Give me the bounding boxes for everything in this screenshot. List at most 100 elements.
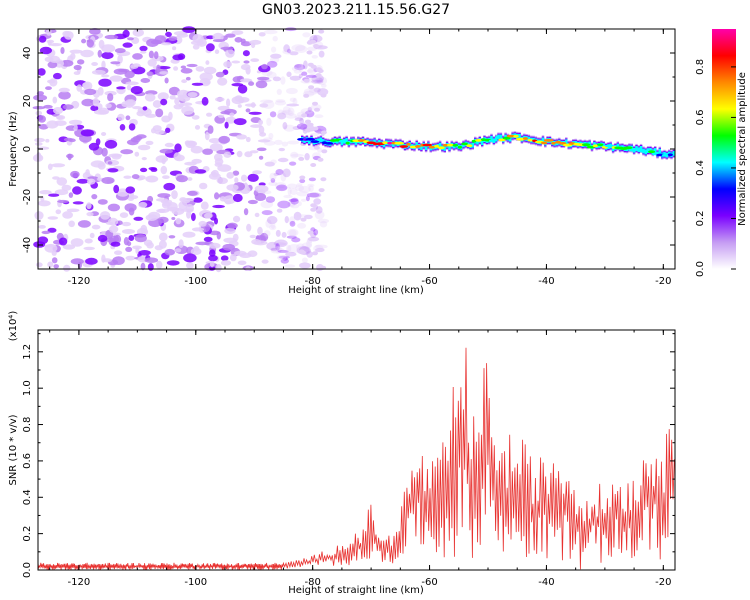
noise-blob xyxy=(226,184,239,191)
noise-blob xyxy=(160,165,168,175)
y-tick-label: 20 xyxy=(22,95,33,108)
noise-blob xyxy=(294,64,306,71)
noise-blob xyxy=(217,77,228,86)
noise-blob xyxy=(49,43,62,47)
noise-blob xyxy=(138,250,151,256)
noise-blob xyxy=(132,245,142,250)
noise-blob xyxy=(287,201,296,207)
noise-blob xyxy=(214,158,224,166)
noise-blob xyxy=(110,61,121,65)
noise-blob xyxy=(180,65,187,69)
noise-blob xyxy=(311,74,324,84)
snr-frame xyxy=(37,329,676,571)
noise-blob xyxy=(139,45,148,52)
noise-blob xyxy=(91,69,106,75)
noise-blob xyxy=(215,97,225,102)
noise-blob xyxy=(194,169,207,174)
noise-blob xyxy=(157,66,171,70)
ridge-cell xyxy=(331,139,334,145)
noise-blob xyxy=(101,60,106,69)
noise-blob xyxy=(164,142,174,148)
spectrogram-panel: -120 -100 -80 -60 -40 -20 -40 -20 0 20 40 Height … xyxy=(8,26,676,296)
noise-blob xyxy=(91,62,98,66)
y-tick-label: 0.2 xyxy=(22,526,33,542)
noise-blob xyxy=(145,113,157,118)
noise-blob xyxy=(313,145,320,150)
noise-blob xyxy=(68,119,83,125)
noise-blob xyxy=(307,106,312,113)
noise-blob xyxy=(261,63,268,70)
noise-blob xyxy=(240,41,252,47)
noise-blob xyxy=(145,175,159,183)
noise-blob xyxy=(101,132,107,136)
noise-blob xyxy=(306,237,313,244)
ridge-core xyxy=(604,144,615,148)
noise-blob xyxy=(114,250,123,255)
noise-blob xyxy=(66,208,80,213)
noise-blob xyxy=(158,232,168,242)
noise-blob xyxy=(62,264,71,272)
noise-blob xyxy=(231,83,244,87)
noise-blob xyxy=(72,201,84,205)
x-tick-label: -80 xyxy=(304,276,320,287)
noise-blob xyxy=(289,229,297,237)
noise-blob xyxy=(290,153,304,157)
noise-blob xyxy=(307,122,314,127)
noise-blob xyxy=(185,76,191,81)
noise-blob xyxy=(104,139,118,149)
noise-blob xyxy=(234,177,239,184)
noise-blob xyxy=(173,31,188,36)
noise-blob xyxy=(159,148,173,154)
noise-blob xyxy=(156,64,161,74)
ridge-cell xyxy=(471,142,474,148)
spectrogram-signal-ridge xyxy=(297,131,676,160)
y-tick-label: 0 xyxy=(22,146,33,152)
noise-blob xyxy=(108,153,123,158)
noise-blob xyxy=(163,182,176,191)
noise-blob xyxy=(70,170,80,178)
noise-blob xyxy=(238,97,250,103)
ridge-core xyxy=(495,135,500,139)
noise-blob xyxy=(282,106,291,114)
noise-blob xyxy=(207,125,214,134)
noise-blob xyxy=(160,98,168,106)
noise-blob xyxy=(43,104,53,109)
noise-blob xyxy=(156,198,169,202)
noise-blob xyxy=(266,71,277,79)
noise-blob xyxy=(81,38,87,44)
ridge-cell xyxy=(499,134,503,140)
ridge-cell xyxy=(373,139,376,145)
noise-blob xyxy=(76,178,89,184)
noise-blob xyxy=(137,144,151,151)
noise-blob xyxy=(318,29,325,34)
noise-blob xyxy=(81,98,95,107)
noise-blob xyxy=(32,106,46,110)
noise-blob xyxy=(147,263,154,271)
noise-blob xyxy=(301,257,308,263)
spectrogram-noise-blobs xyxy=(32,26,330,273)
noise-blob xyxy=(38,225,46,229)
noise-blob xyxy=(180,102,193,106)
ridge-core xyxy=(345,141,350,145)
noise-blob xyxy=(305,249,312,253)
noise-blob xyxy=(39,190,52,195)
noise-blob xyxy=(132,106,142,110)
ridge-core xyxy=(461,142,468,146)
noise-blob xyxy=(193,197,203,203)
noise-blob xyxy=(312,251,318,256)
ridge-core xyxy=(498,138,506,142)
noise-blob xyxy=(141,157,147,161)
noise-blob xyxy=(231,30,244,35)
snr-panel: -120 -100 -80 -60 -40 -20 0.0 0.2 0.4 0.6 0.8 1.0 1… xyxy=(8,311,676,596)
ridge-core xyxy=(527,138,533,142)
noise-blob xyxy=(67,153,72,161)
noise-blob xyxy=(53,72,62,80)
noise-blob xyxy=(215,71,225,78)
noise-blob xyxy=(164,77,169,84)
x-tick-label: -120 xyxy=(68,276,91,287)
noise-blob xyxy=(312,101,318,106)
noise-blob xyxy=(150,167,158,172)
noise-blob xyxy=(272,76,281,82)
noise-blob xyxy=(299,262,311,269)
noise-blob xyxy=(274,246,282,254)
